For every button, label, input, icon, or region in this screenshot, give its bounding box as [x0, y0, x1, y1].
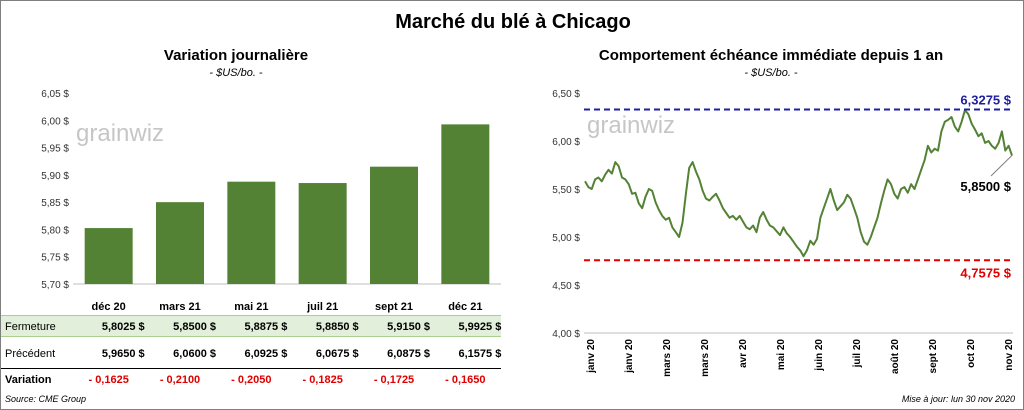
- x-tick-label: janv 20: [624, 339, 635, 374]
- y-tick-label: 5,00 $: [552, 233, 580, 244]
- table-cell: 5,9150 $: [387, 321, 430, 333]
- x-tick-label: nov 20: [1004, 339, 1015, 371]
- x-tick-label: mars 21: [159, 301, 201, 313]
- table-cell: - 0,1625: [88, 374, 129, 386]
- table-cell: - 0,1725: [373, 374, 415, 386]
- y-tick-label: 5,80 $: [41, 225, 69, 236]
- x-tick-label: mai 21: [234, 301, 268, 313]
- x-tick-label: juil 20: [852, 339, 863, 369]
- left-chart-title: Variation journalière: [163, 47, 309, 64]
- watermark-logo: grainwiz: [76, 120, 164, 147]
- y-tick-label: 5,75 $: [41, 253, 69, 264]
- right-chart-title: Comportement échéance immédiate depuis 1…: [598, 47, 944, 64]
- y-tick-label: 5,95 $: [41, 144, 69, 155]
- table-row-fermeture: Fermeture 5,8025 $ 5,8500 $ 5,8875 $ 5,8850…: [1, 315, 501, 337]
- table-cell: 6,1575 $: [458, 348, 502, 360]
- table-cell: - 0,2050: [231, 374, 272, 386]
- x-tick-label: oct 20: [966, 339, 977, 368]
- x-tick-label: juin 20: [814, 339, 825, 372]
- table-cell: 5,8500 $: [173, 321, 216, 333]
- x-tick-label: déc 20: [92, 301, 126, 313]
- x-tick-label: mars 20: [662, 339, 673, 377]
- table-row-variation: Variation - 0,1625 - 0,2100 - 0,2050 - 0,18…: [1, 368, 501, 390]
- x-tick-label: déc 21: [448, 301, 482, 313]
- x-tick-label: janv 20: [586, 339, 597, 374]
- table-cell: 5,8850 $: [315, 321, 359, 333]
- x-tick-label: août 20: [890, 339, 901, 374]
- y-tick-label: 6,05 $: [41, 89, 69, 100]
- watermark-logo: grainwiz: [587, 112, 675, 139]
- row-label: Précédent: [5, 348, 56, 360]
- x-tick-label: mai 20: [776, 339, 787, 371]
- x-tick-label: sept 21: [375, 301, 413, 313]
- bar: [298, 183, 347, 284]
- x-tick-label: juil 21: [306, 301, 338, 313]
- bar: [227, 181, 276, 284]
- bar-chart: 5,70 $ 5,75 $ 5,80 $ 5,85 $ 5,90 $ 5,95 $ 6,00…: [41, 89, 501, 313]
- bar: [84, 228, 133, 284]
- table-cell: - 0,2100: [159, 374, 201, 386]
- y-tick-label: 5,90 $: [41, 171, 69, 182]
- page-title: Marché du blé à Chicago: [395, 11, 631, 33]
- table-cell: 6,0925 $: [244, 348, 288, 360]
- table-cell: 6,0675 $: [315, 348, 359, 360]
- row-label: Fermeture: [5, 321, 56, 333]
- table-cell: 5,9650 $: [101, 348, 145, 360]
- y-tick-label: 5,70 $: [41, 280, 69, 291]
- y-tick-label: 6,00 $: [41, 116, 69, 127]
- line-chart: 4,00 $ 4,50 $ 5,00 $ 5,50 $ 6,00 $ 6,50 $ 6,32…: [552, 89, 1015, 377]
- y-tick-label: 4,50 $: [552, 281, 580, 292]
- y-tick-label: 5,50 $: [552, 185, 580, 196]
- min-label: 4,7575 $: [960, 265, 1011, 280]
- right-chart-unit: - $US/bo. -: [744, 67, 798, 79]
- bar: [370, 166, 418, 284]
- table-row-precedent: Précédent 5,9650 $ 6,0600 $ 6,0925 $ 6,0675…: [1, 343, 501, 365]
- row-label: Variation: [5, 374, 52, 386]
- x-tick-label: mars 20: [700, 339, 711, 377]
- bar: [441, 124, 490, 284]
- table-cell: 5,8025 $: [101, 321, 145, 333]
- left-chart-unit: - $US/bo. -: [209, 67, 263, 79]
- last-value-leader: [990, 155, 1013, 177]
- source-note: Source: CME Group: [5, 394, 87, 404]
- y-tick-label: 5,85 $: [41, 198, 69, 209]
- y-tick-label: 4,00 $: [552, 329, 580, 340]
- y-tick-label: 6,50 $: [552, 89, 580, 100]
- table-cell: 5,9925 $: [458, 321, 502, 333]
- x-tick-label: sept 20: [928, 339, 939, 374]
- table-cell: - 0,1825: [302, 374, 343, 386]
- y-tick-label: 6,00 $: [552, 137, 580, 148]
- max-label: 6,3275 $: [960, 93, 1011, 108]
- table-cell: - 0,1650: [445, 374, 486, 386]
- price-line: [584, 109, 1013, 258]
- bar: [156, 202, 204, 284]
- table-cell: 6,0875 $: [387, 348, 430, 360]
- table-cell: 6,0600 $: [173, 348, 216, 360]
- x-tick-label: avr 20: [738, 339, 749, 368]
- update-note: Mise à jour: lun 30 nov 2020: [901, 394, 1015, 404]
- last-value-label: 5,8500 $: [960, 179, 1011, 194]
- table-cell: 5,8875 $: [244, 321, 288, 333]
